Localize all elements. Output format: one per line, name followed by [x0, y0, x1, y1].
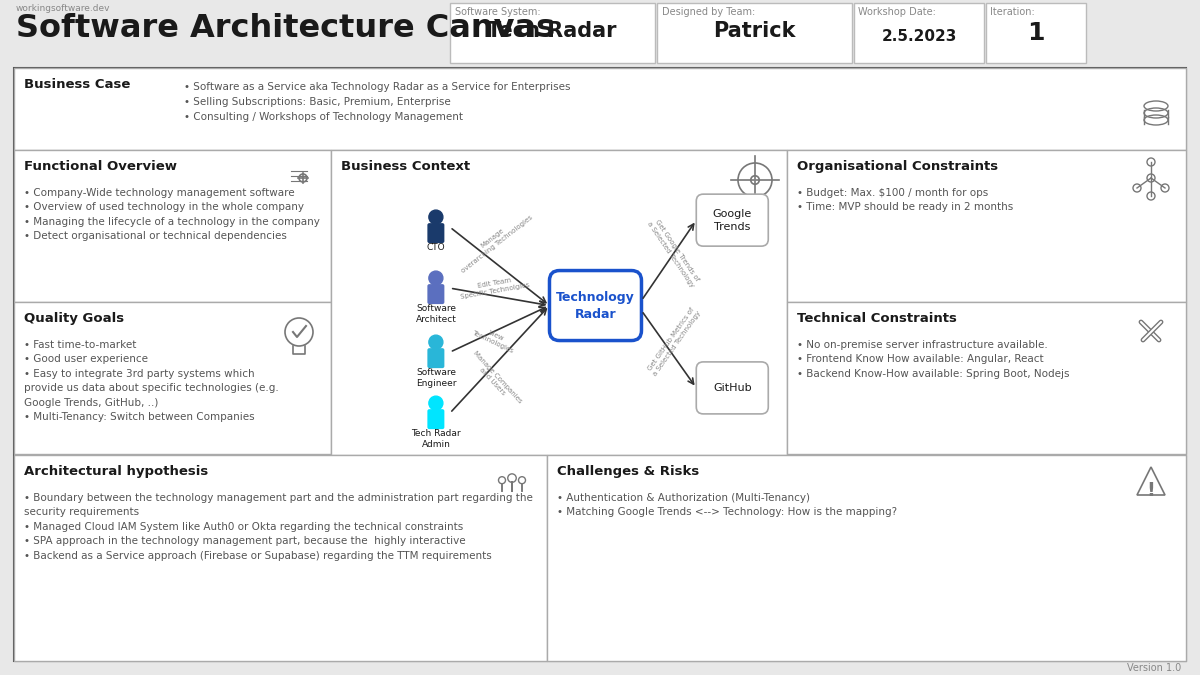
- FancyBboxPatch shape: [427, 409, 444, 429]
- Text: • Fast time-to-market
• Good user experience
• Easy to integrate 3rd party syste: • Fast time-to-market • Good user experi…: [24, 340, 278, 422]
- Text: Software System:: Software System:: [455, 7, 541, 17]
- Bar: [331, 150, 787, 455]
- Text: • Authentication & Authorization (Multi-Tenancy)
• Matching Google Trends <--> T: • Authentication & Authorization (Multi-…: [557, 493, 898, 518]
- Text: GitHub: GitHub: [713, 383, 751, 393]
- Text: Architectural hypothesis: Architectural hypothesis: [24, 465, 209, 478]
- Bar: [294, 162, 305, 168]
- Text: • Software as a Service aka Technology Radar as a Service for Enterprises
• Sell: • Software as a Service aka Technology R…: [184, 82, 570, 122]
- Bar: [854, 3, 984, 63]
- Text: Software
Engineer: Software Engineer: [415, 368, 456, 388]
- Text: workingsoftware.dev: workingsoftware.dev: [16, 4, 110, 13]
- Text: Designed by Team:: Designed by Team:: [662, 7, 755, 17]
- FancyBboxPatch shape: [550, 271, 642, 341]
- Text: Software
Architect: Software Architect: [415, 304, 456, 324]
- Bar: [787, 150, 1186, 302]
- Text: Functional Overview: Functional Overview: [24, 160, 178, 173]
- Bar: [14, 455, 547, 661]
- Text: Patrick: Patrick: [713, 21, 796, 41]
- FancyBboxPatch shape: [427, 348, 444, 368]
- Text: !: !: [1146, 481, 1156, 500]
- FancyBboxPatch shape: [427, 223, 444, 243]
- Text: View
Technologies: View Technologies: [472, 323, 518, 354]
- Bar: [450, 3, 655, 63]
- FancyBboxPatch shape: [427, 284, 444, 304]
- Text: 1: 1: [1027, 21, 1045, 45]
- Bar: [14, 68, 1186, 150]
- Bar: [0, 0, 1200, 68]
- Text: Quality Goals: Quality Goals: [24, 312, 124, 325]
- Text: Challenges & Risks: Challenges & Risks: [557, 465, 700, 478]
- Text: Manage
overarching Technologies: Manage overarching Technologies: [456, 209, 534, 274]
- Text: Technology
Radar: Technology Radar: [556, 290, 635, 321]
- Text: • Company-Wide technology management software
• Overview of used technology in t: • Company-Wide technology management sof…: [24, 188, 320, 241]
- Text: 2.5.2023: 2.5.2023: [881, 29, 956, 44]
- Text: Version 1.0: Version 1.0: [1127, 663, 1181, 673]
- Bar: [658, 3, 852, 63]
- Text: Technical Constraints: Technical Constraints: [797, 312, 956, 325]
- Circle shape: [428, 210, 443, 224]
- Bar: [986, 3, 1086, 63]
- Bar: [787, 302, 1186, 454]
- Bar: [14, 68, 1186, 661]
- Text: Organisational Constraints: Organisational Constraints: [797, 160, 998, 173]
- Text: Manage Companies
and Users: Manage Companies and Users: [467, 350, 523, 409]
- FancyBboxPatch shape: [696, 194, 768, 246]
- Circle shape: [428, 396, 443, 410]
- Text: Google
Trends: Google Trends: [713, 209, 752, 232]
- Circle shape: [428, 271, 443, 285]
- Bar: [14, 302, 331, 454]
- Text: Tech Radar
Admin: Tech Radar Admin: [412, 429, 461, 450]
- Text: Edit Team
Specific Technolgies: Edit Team Specific Technolgies: [458, 274, 530, 300]
- Text: Get GitHub Metrics of
a Selected Technology: Get GitHub Metrics of a Selected Technol…: [646, 306, 702, 377]
- Bar: [14, 150, 331, 302]
- Text: Get Google Trends of
a Selected Technology: Get Google Trends of a Selected Technolo…: [647, 216, 702, 288]
- Text: Workshop Date:: Workshop Date:: [858, 7, 936, 17]
- Text: Business Case: Business Case: [24, 78, 131, 91]
- Text: Iteration:: Iteration:: [990, 7, 1034, 17]
- Text: Business Context: Business Context: [341, 160, 470, 173]
- Text: Tech Radar: Tech Radar: [487, 21, 617, 41]
- Bar: [547, 455, 1186, 661]
- Bar: [288, 165, 310, 191]
- Text: • Boundary between the technology management part and the administration part re: • Boundary between the technology manage…: [24, 493, 533, 561]
- FancyBboxPatch shape: [696, 362, 768, 414]
- Text: • No on-premise server infrastructure available.
• Frontend Know How available: : • No on-premise server infrastructure av…: [797, 340, 1069, 379]
- Text: CTO: CTO: [426, 243, 445, 252]
- Text: • Budget: Max. $100 / month for ops
• Time: MVP should be ready in 2 months: • Budget: Max. $100 / month for ops • Ti…: [797, 188, 1013, 213]
- Circle shape: [428, 335, 443, 349]
- Text: Software Architecture Canvas: Software Architecture Canvas: [16, 13, 556, 44]
